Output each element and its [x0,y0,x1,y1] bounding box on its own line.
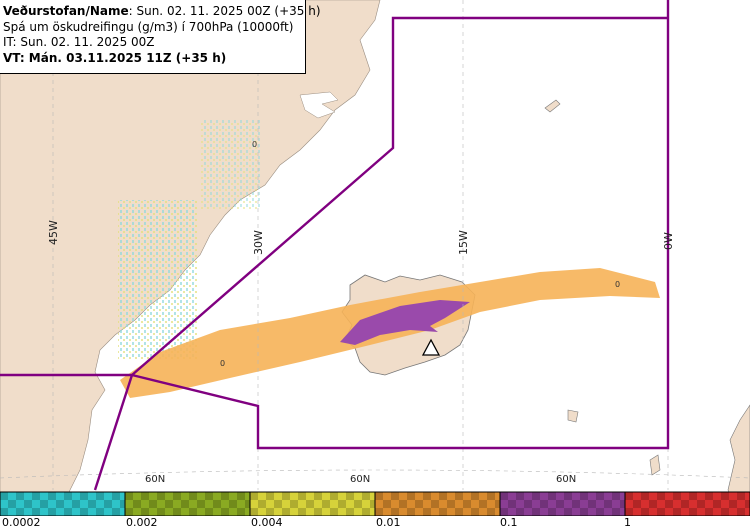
legend-labels: 0.0002 0.002 0.004 0.01 0.1 1 [0,516,750,532]
legend-label: 0.01 [376,516,401,529]
ash-speckle-area [118,200,198,360]
lon-label-15w: 15W [457,230,470,255]
legend-label: 0.1 [500,516,518,529]
legend-colorbar [0,491,750,517]
legend-swatch [124,491,251,517]
legend-label: 1 [624,516,631,529]
ash-speckle-area-north [200,120,260,210]
lat-label-60n-1: 60N [145,474,165,485]
org-name: Veðurstofan/Name [3,4,129,18]
legend-swatch [0,491,126,517]
shetland-land [649,454,661,476]
lat-label-60n-3: 60N [556,474,576,485]
faroe-land [567,409,579,423]
contour-label: 0 [252,140,257,149]
jan-mayen-land [544,99,561,113]
lon-label-45w: 45W [47,220,60,245]
valid-time: VT: Mán. 03.11.2025 11Z (+35 h) [3,50,227,65]
lat-label-60n-2: 60N [350,474,370,485]
volcano-triangle-icon [421,338,441,356]
legend-swatch [374,491,501,517]
greenland-fjords [299,91,339,119]
legend-label: 0.002 [126,516,158,529]
info-line-3: IT: Sun. 02. 11. 2025 00Z [3,35,155,49]
info-line-4: VT: Mán. 03.11.2025 11Z (+35 h) [3,51,305,67]
legend-swatch [499,491,626,517]
ash-plume-purple [340,300,470,345]
legend-label: 0.004 [251,516,283,529]
lon-label-0w: 0W [662,232,675,250]
legend-swatch [249,491,376,517]
info-line-2: Spá um öskudreifingu (g/m3) í 700hPa (10… [3,19,294,34]
lon-label-30w: 30W [252,230,265,255]
legend-swatch [624,491,750,517]
fir-boundaries [0,0,670,491]
contour-label: 0 [615,280,620,289]
contour-label: 0 [220,359,225,368]
legend-label: 0.0002 [2,516,41,529]
forecast-info-box: Veðurstofan/Name: Sun. 02. 11. 2025 00Z … [0,0,321,74]
info-line-1: Veðurstofan/Name: Sun. 02. 11. 2025 00Z … [3,4,321,20]
run-time: : Sun. 02. 11. 2025 00Z (+35 h) [128,4,321,18]
